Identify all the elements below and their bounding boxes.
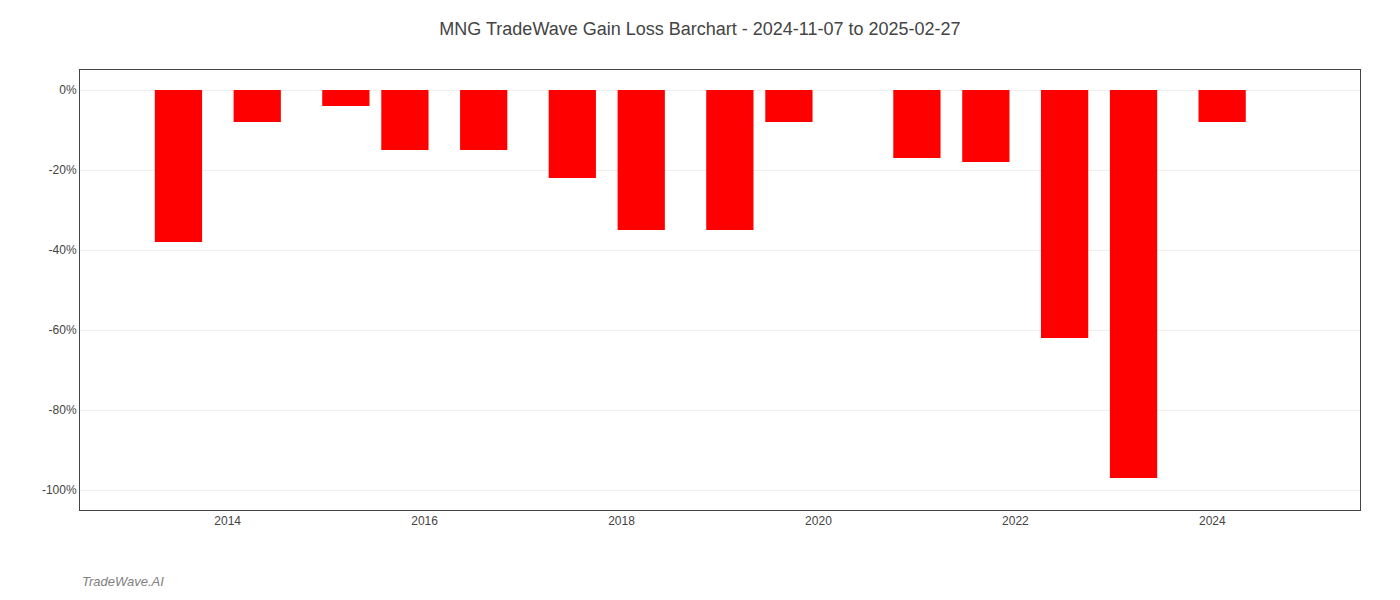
svg-text:MNG TradeWave Gain Loss Barcha: MNG TradeWave Gain Loss Barchart - 2024-… [439, 19, 960, 39]
svg-text:2022: 2022 [1002, 514, 1029, 528]
svg-text:2014: 2014 [214, 514, 241, 528]
svg-text:2024: 2024 [1199, 514, 1226, 528]
svg-text:2018: 2018 [608, 514, 635, 528]
svg-text:-20%: -20% [49, 163, 77, 177]
svg-text:2020: 2020 [805, 514, 832, 528]
svg-text:-60%: -60% [49, 323, 77, 337]
svg-text:TradeWave.AI: TradeWave.AI [82, 574, 164, 589]
svg-text:-40%: -40% [49, 243, 77, 257]
svg-text:-100%: -100% [42, 483, 77, 497]
svg-text:2016: 2016 [411, 514, 438, 528]
svg-text:0%: 0% [59, 83, 77, 97]
svg-text:-80%: -80% [49, 403, 77, 417]
